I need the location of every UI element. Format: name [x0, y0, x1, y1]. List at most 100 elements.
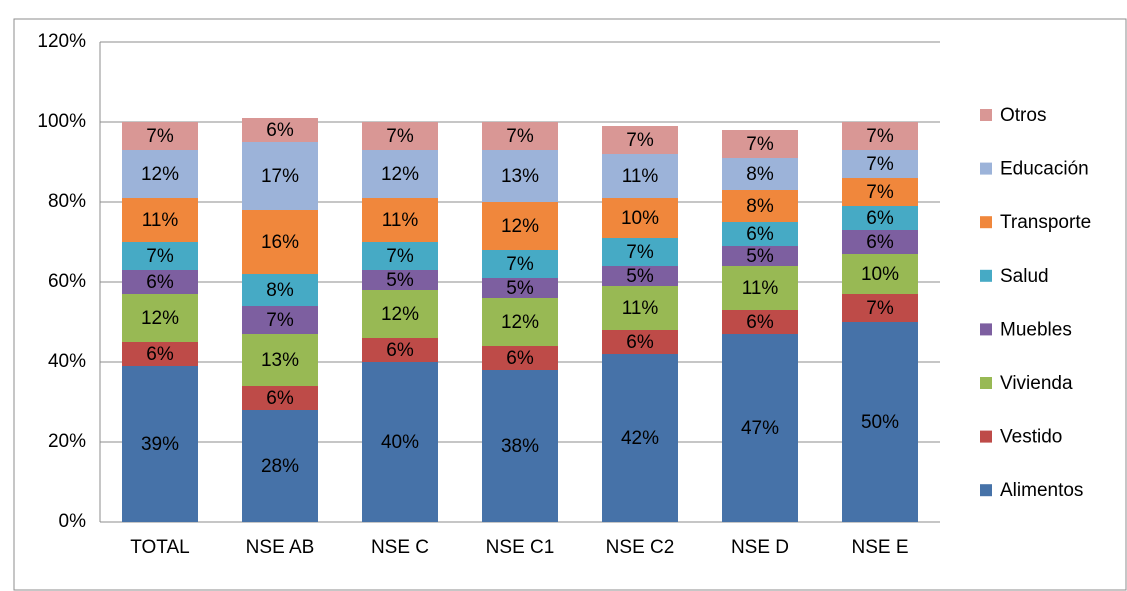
x-tick-label: NSE C2 — [606, 537, 675, 558]
data-label: 17% — [261, 166, 299, 187]
bar-segment — [722, 158, 798, 190]
y-tick-label: 60% — [48, 271, 86, 292]
y-tick-label: 40% — [48, 351, 86, 372]
bar-segment — [122, 294, 198, 342]
data-label: 6% — [866, 208, 894, 229]
bar-segment — [362, 338, 438, 362]
data-label: 11% — [622, 166, 659, 187]
data-label: 7% — [866, 298, 894, 319]
data-label: 7% — [626, 130, 654, 151]
bar-segment — [482, 346, 558, 370]
data-label: 12% — [501, 216, 539, 237]
bar-segment — [842, 206, 918, 230]
bar-segment — [482, 150, 558, 202]
data-label: 6% — [506, 348, 534, 369]
legend-label: Vivienda — [1000, 373, 1073, 394]
legend-swatch — [980, 216, 992, 229]
data-label: 10% — [621, 208, 659, 229]
bar-segment — [722, 130, 798, 158]
data-label: 6% — [626, 332, 654, 353]
bar-segment — [722, 266, 798, 310]
bar-segment — [122, 242, 198, 270]
bar-segment — [842, 294, 918, 322]
bar-segment — [242, 118, 318, 142]
data-label: 42% — [621, 428, 659, 449]
bar-segment — [482, 202, 558, 250]
data-label: 28% — [261, 456, 299, 477]
data-label: 12% — [381, 164, 419, 185]
bar-segment — [482, 250, 558, 278]
data-label: 11% — [382, 210, 419, 231]
bar-segment — [602, 198, 678, 238]
bar-segment — [122, 122, 198, 150]
bar-segment — [842, 322, 918, 522]
bar-segment — [482, 122, 558, 150]
legend-label: Alimentos — [1000, 480, 1083, 501]
data-label: 47% — [741, 418, 779, 439]
data-label: 6% — [266, 120, 294, 141]
legend-swatch — [980, 109, 992, 121]
data-label: 7% — [386, 126, 414, 147]
bar-segment — [362, 198, 438, 242]
data-label: 7% — [386, 246, 414, 267]
data-label: 6% — [146, 344, 174, 365]
data-label: 8% — [746, 164, 774, 185]
bar-segment — [602, 266, 678, 286]
bar-segment — [602, 354, 678, 522]
data-label: 16% — [261, 232, 299, 253]
data-label: 11% — [622, 298, 659, 319]
bar-segment — [122, 150, 198, 198]
bar-segment — [602, 154, 678, 198]
data-label: 5% — [386, 270, 414, 291]
bar-segment — [602, 126, 678, 154]
legend-swatch — [980, 377, 992, 389]
data-label: 13% — [261, 350, 299, 371]
data-label: 10% — [861, 264, 899, 285]
data-label: 38% — [501, 436, 539, 457]
x-tick-label: NSE E — [851, 537, 908, 558]
legend-label: Otros — [1000, 105, 1046, 126]
bar-segment — [362, 270, 438, 290]
bar-segment — [242, 410, 318, 522]
bar-segment — [602, 286, 678, 330]
y-tick-label: 100% — [37, 111, 86, 132]
bar-segment — [842, 230, 918, 254]
data-label: 6% — [386, 340, 414, 361]
bar-segment — [722, 310, 798, 334]
legend-swatch — [980, 323, 992, 336]
y-tick-label: 80% — [48, 191, 86, 212]
bar-segment — [362, 362, 438, 522]
data-label: 6% — [146, 272, 174, 293]
y-tick-label: 0% — [59, 511, 87, 532]
bar-segment — [842, 178, 918, 206]
data-label: 5% — [626, 266, 654, 287]
data-label: 12% — [381, 304, 419, 325]
legend-label: Salud — [1000, 266, 1049, 287]
bar-segment — [722, 334, 798, 522]
bar-segment — [602, 238, 678, 266]
data-label: 7% — [506, 126, 534, 147]
bar-segment — [242, 386, 318, 410]
data-label: 7% — [626, 242, 654, 263]
bar-segment — [122, 198, 198, 242]
bar-segment — [482, 278, 558, 298]
data-label: 7% — [866, 182, 894, 203]
data-label: 6% — [746, 312, 774, 333]
legend-label: Transporte — [1000, 212, 1091, 233]
data-label: 5% — [506, 278, 534, 299]
x-tick-label: NSE C1 — [486, 537, 555, 558]
data-label: 5% — [746, 246, 774, 267]
bar-segment — [242, 274, 318, 306]
data-label: 39% — [141, 434, 179, 455]
data-label: 40% — [381, 432, 419, 453]
bar-segment — [242, 142, 318, 210]
bar-segment — [122, 366, 198, 522]
bar-segment — [362, 150, 438, 198]
bar-segment — [722, 222, 798, 246]
bar-segment — [242, 306, 318, 334]
bar-segment — [362, 290, 438, 338]
bar-segment — [842, 254, 918, 294]
data-label: 7% — [146, 246, 174, 267]
